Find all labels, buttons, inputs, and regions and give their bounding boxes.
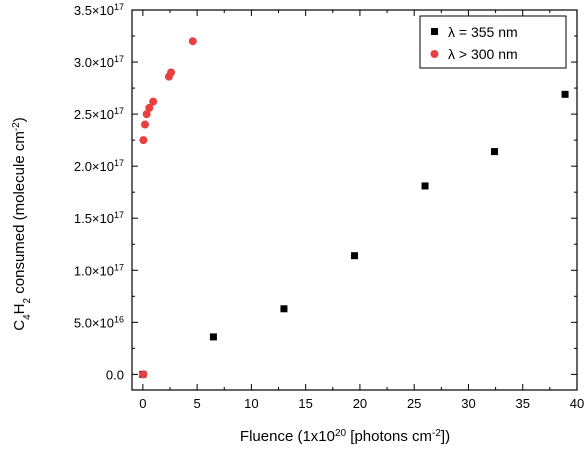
data-point-series-1: [149, 97, 158, 106]
data-point-series-0: [351, 252, 358, 260]
legend: λ = 355 nm λ > 300 nm: [419, 15, 567, 69]
x-tick-label: 15: [298, 396, 312, 411]
data-point-series-0: [491, 148, 499, 156]
x-tick-label: 5: [194, 396, 201, 411]
y-tick-label: 3.0×1017: [74, 54, 124, 70]
x-tick-label: 30: [461, 396, 475, 411]
x-tick-label: 35: [515, 396, 529, 411]
y-tick-label: 3.5×1017: [74, 2, 124, 18]
x-tick-label: 10: [244, 396, 258, 411]
data-point-series-1: [139, 136, 148, 145]
data-points: [139, 37, 569, 379]
data-point-series-0: [209, 333, 217, 341]
axis-ticks: 0 5 10 15 20 25 30 35 40 0.0 5.0×1016 1.0×1017 1.5×1…: [74, 2, 584, 411]
data-point-series-1: [142, 110, 151, 119]
data-point-series-1: [139, 370, 148, 379]
y-tick-label: 1.0×1017: [74, 262, 124, 278]
legend-marker-355nm: [431, 28, 438, 35]
legend-box: [419, 15, 567, 69]
x-tick-label: 20: [353, 396, 367, 411]
legend-marker-300nm: [430, 50, 439, 58]
data-point-series-1: [145, 103, 154, 112]
data-point-series-1: [188, 37, 197, 46]
y-tick-label: 2.0×1017: [74, 158, 124, 174]
data-point-series-1: [141, 120, 150, 129]
x-tick-label: 25: [407, 396, 421, 411]
x-axis-title: Fluence (1x1020 [photons cm-2]): [240, 428, 450, 446]
y-tick-label: 0.0: [106, 367, 124, 382]
legend-label-355nm: λ = 355 nm: [448, 24, 518, 40]
y-tick-label: 1.5×1017: [74, 210, 124, 226]
data-point-series-0: [561, 90, 569, 98]
data-point-series-1: [167, 68, 176, 77]
svg-text:C4H2 consumed (molecule cm-2): C4H2 consumed (molecule cm-2): [11, 117, 33, 330]
legend-label-300nm: λ > 300 nm: [448, 46, 518, 62]
y-tick-label: 2.5×1017: [74, 106, 124, 122]
plot-frame: [131, 9, 578, 391]
y-tick-label: 5.0×1016: [74, 314, 124, 330]
svg-text:Fluence (1x1020 [photons cm-2]: Fluence (1x1020 [photons cm-2]): [240, 428, 450, 446]
x-tick-label: 40: [570, 396, 584, 411]
y-axis-title: C4H2 consumed (molecule cm-2): [11, 117, 33, 330]
x-tick-label: 0: [139, 396, 146, 411]
data-point-series-0: [280, 305, 288, 313]
data-point-series-0: [421, 182, 429, 190]
